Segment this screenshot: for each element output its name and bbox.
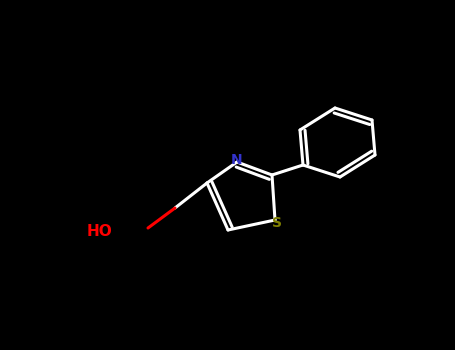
- Text: N: N: [231, 153, 243, 167]
- Text: HO: HO: [87, 224, 113, 239]
- Text: S: S: [272, 216, 282, 230]
